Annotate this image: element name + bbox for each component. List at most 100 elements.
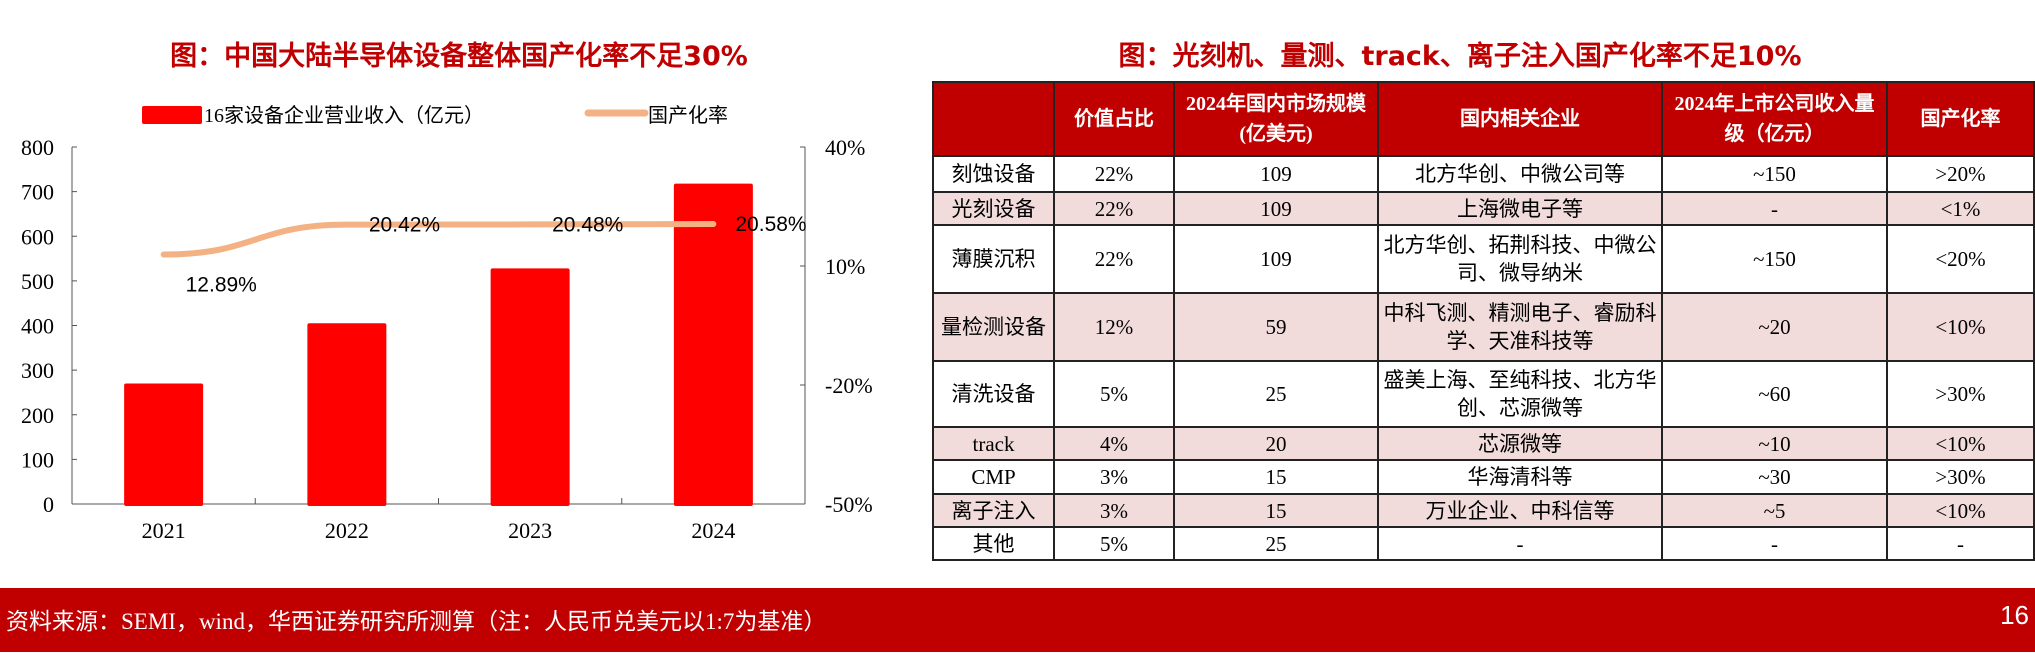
table-cell: 15: [1173, 493, 1379, 528]
table-cell: 量检测设备: [932, 292, 1055, 362]
data-label: 20.58%: [735, 213, 806, 236]
table-cell: ~10: [1661, 426, 1888, 461]
table-cell: 109: [1173, 224, 1379, 294]
table-cell: track: [932, 426, 1055, 461]
table-cell: ~150: [1661, 155, 1888, 193]
right-table-title: 图：光刻机、量测、track、离子注入国产化率不足10%: [1118, 41, 1802, 72]
table-cell: 109: [1173, 155, 1379, 193]
table-cell: <10%: [1886, 292, 2035, 362]
table-cell: ~5: [1661, 493, 1888, 528]
table-cell: <10%: [1886, 493, 2035, 528]
table-cell: 离子注入: [932, 493, 1055, 528]
table-cell: -: [1661, 191, 1888, 226]
left-tick-label: 600: [21, 224, 54, 249]
table-row: 其他 5% 25- - -: [932, 526, 2035, 561]
localization-rate-line: [160, 221, 717, 258]
table-cell: 20: [1173, 426, 1379, 461]
legend-bar-swatch: [142, 106, 202, 124]
table-header-cell: 2024年国内市场规模(亿美元): [1173, 81, 1379, 157]
right-tick-label: -50%: [825, 492, 873, 517]
table-cell: 5%: [1053, 526, 1175, 561]
table-cell: 华海清科等: [1377, 459, 1663, 495]
table-cell: <1%: [1886, 191, 2035, 226]
left-tick-label: 100: [21, 447, 54, 472]
right-tick-label: 10%: [825, 254, 865, 279]
table-row: 薄膜沉积 22% 109 北方华创、拓荆科技、中微公司、微导纳米 ~150 <20%: [932, 224, 2035, 294]
x-tick-label: 2024: [691, 518, 735, 543]
right-tick-label: 40%: [825, 135, 865, 160]
table-cell: 25: [1173, 360, 1379, 428]
table-cell: ~30: [1661, 459, 1888, 495]
table-cell: -: [1377, 526, 1663, 561]
table-cell: >20%: [1886, 155, 2035, 193]
footer-bar: 资料来源：SEMI，wind，华西证券研究所测算（注：人民币兑美元以1:7为基准…: [0, 588, 2035, 652]
table-cell: -: [1661, 526, 1888, 561]
table-cell: 22%: [1053, 224, 1175, 294]
table-cell: ~60: [1661, 360, 1888, 428]
table-cell: 22%: [1053, 191, 1175, 226]
table-cell: 59: [1173, 292, 1379, 362]
left-tick-label: 500: [21, 269, 54, 294]
left-tick-label: 200: [21, 403, 54, 428]
table-header-cell: 国产化率: [1886, 81, 2035, 157]
table-cell: <10%: [1886, 426, 2035, 461]
x-tick-label: 2022: [325, 518, 369, 543]
table-cell: 25: [1173, 526, 1379, 561]
table-cell: <20%: [1886, 224, 2035, 294]
table-cell: 上海微电子等: [1377, 191, 1663, 226]
table-cell: ~20: [1661, 292, 1888, 362]
table-cell: 盛美上海、至纯科技、北方华创、芯源微等: [1377, 360, 1663, 428]
left-tick-label: 0: [43, 492, 54, 517]
table-row: 清洗设备 5% 25 盛美上海、至纯科技、北方华创、芯源微等 ~60 >30%: [932, 360, 2035, 428]
table-cell: >30%: [1886, 459, 2035, 495]
table-row: track 4% 20 芯源微等 ~10 <10%: [932, 426, 2035, 461]
table-cell: 109: [1173, 191, 1379, 226]
table-cell: 万业企业、中科信等: [1377, 493, 1663, 528]
table-cell: 22%: [1053, 155, 1175, 193]
table-cell: 清洗设备: [932, 360, 1055, 428]
table-row: 刻蚀设备 22% 109 北方华创、中微公司等 ~150 >20%: [932, 155, 2035, 193]
table-cell: 12%: [1053, 292, 1175, 362]
table-header-cell: [932, 81, 1055, 157]
table-cell: 其他: [932, 526, 1055, 561]
bar-2024: [673, 183, 753, 506]
table-cell: ~150: [1661, 224, 1888, 294]
left-tick-label: 300: [21, 358, 54, 383]
table-header-row: 价值占比 2024年国内市场规模(亿美元) 国内相关企业 2024年上市公司收入量级（…: [932, 81, 2035, 157]
localization-table: 价值占比 2024年国内市场规模(亿美元) 国内相关企业 2024年上市公司收入量级（…: [932, 81, 2035, 561]
table-header-cell: 2024年上市公司收入量级（亿元）: [1661, 81, 1888, 157]
bar-2023: [490, 268, 570, 506]
left-tick-label: 700: [21, 180, 54, 205]
x-tick-label: 2021: [142, 518, 186, 543]
right-tick-label: -20%: [825, 373, 873, 398]
table-cell: CMP: [932, 459, 1055, 495]
table-cell: 3%: [1053, 493, 1175, 528]
table-cell: -: [1886, 526, 2035, 561]
table-cell: 刻蚀设备: [932, 155, 1055, 193]
bar-line-chart: 16家设备企业营业收入（亿元） 国产化率 0 100 200 300 400 500 600 70…: [21, 104, 873, 543]
left-tick-label: 800: [21, 135, 54, 160]
legend-line-label: 国产化率: [648, 104, 728, 127]
x-tick-label: 2023: [508, 518, 552, 543]
table-cell: 芯源微等: [1377, 426, 1663, 461]
table-cell: 光刻设备: [932, 191, 1055, 226]
data-label: 20.48%: [552, 213, 623, 236]
table-cell: 中科飞测、精测电子、睿励科学、天准科技等: [1377, 292, 1663, 362]
table-row: 量检测设备 12% 59 中科飞测、精测电子、睿励科学、天准科技等 ~20 <10%: [932, 292, 2035, 362]
table-cell: 3%: [1053, 459, 1175, 495]
table-row: 离子注入 3% 15 万业企业、中科信等 ~5 <10%: [932, 493, 2035, 528]
table-cell: 5%: [1053, 360, 1175, 428]
left-tick-label: 400: [21, 314, 54, 339]
table-header-cell: 价值占比: [1053, 81, 1175, 157]
page-number: 16: [2000, 600, 2029, 630]
table-cell: 4%: [1053, 426, 1175, 461]
table-cell: 北方华创、拓荆科技、中微公司、微导纳米: [1377, 224, 1663, 294]
left-chart-title: 图：中国大陆半导体设备整体国产化率不足30%: [170, 41, 748, 72]
source-note: 资料来源：SEMI，wind，华西证券研究所测算（注：人民币兑美元以1:7为基准…: [6, 609, 827, 634]
bar-2021: [124, 383, 204, 506]
table-header-cell: 国内相关企业: [1377, 81, 1663, 157]
bar-2022: [307, 323, 387, 506]
table-cell: 薄膜沉积: [932, 224, 1055, 294]
table-row: CMP 3% 15 华海清科等 ~30 >30%: [932, 459, 2035, 495]
legend-bar-label: 16家设备企业营业收入（亿元）: [204, 104, 484, 127]
